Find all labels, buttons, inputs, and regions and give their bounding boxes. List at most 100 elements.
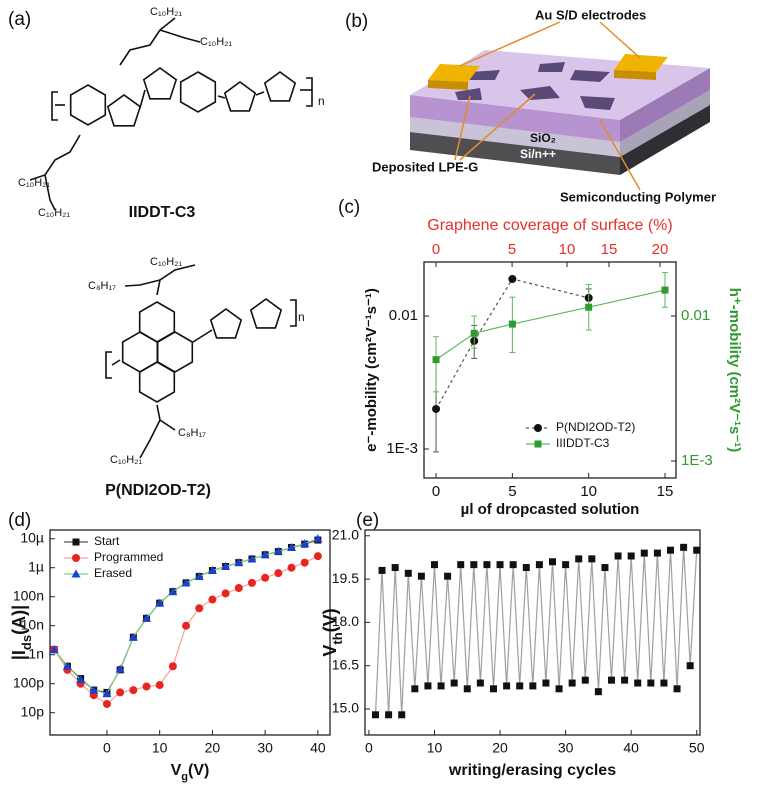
marker [470,561,478,569]
bond [217,95,226,99]
marker [142,682,151,691]
side-chain [124,279,161,287]
marker [660,679,668,687]
x-tick-label: 10 [152,740,168,756]
side-chain [139,419,161,459]
legend-label: IIIDDT-C3 [556,436,610,450]
marker [371,711,379,719]
marker [686,662,694,670]
marker [287,563,296,572]
repeat-unit: n [318,94,325,108]
callout [459,93,536,161]
axis-label-part: (A)| [9,605,29,635]
marker [102,699,111,708]
marker [411,685,419,693]
x-tick-label: 0 [365,740,373,756]
marker [516,682,524,690]
polymer-side [620,68,710,142]
axis-label: µl of dropcasted solution [461,501,640,518]
marker [234,583,243,592]
bond [111,359,121,366]
marker [207,566,217,575]
thiophene-ring [249,298,283,329]
marker [542,679,550,687]
y-tick-label: 16.5 [332,656,359,672]
marker [562,561,570,569]
marker [640,549,648,557]
molecule-1 [29,17,313,211]
legend-label: Start [94,534,120,548]
flake [570,70,610,82]
substrate-layer [410,132,620,175]
error-bar [433,336,440,393]
lactam-ring [106,94,142,127]
bracket [306,77,313,107]
marker [221,589,230,598]
marker [424,682,432,690]
marker [581,676,589,684]
marker [450,679,458,687]
marker [588,555,596,563]
marker [234,558,244,567]
marker [601,564,609,572]
marker [503,682,511,690]
molecule-name: IIDDT-C3 [129,204,196,221]
marker [437,682,445,690]
marker [634,679,642,687]
y-tick-label: 21.0 [332,526,359,542]
marker [555,685,563,693]
panel-label: (a) [8,9,31,30]
marker [378,566,386,574]
callout [599,21,641,59]
marker [594,688,602,696]
plot-frame [364,529,701,736]
bracket [51,91,58,121]
y-tick-label: 10n [21,616,44,632]
bracket [290,299,297,327]
panel-label: (e) [356,510,379,531]
x-tick-label: 40 [623,740,639,756]
aromatic-ring [121,331,159,373]
marker [247,578,256,587]
substituent: C₁₀H₂₁ [38,207,70,219]
y-tick-label: 1µ [28,558,44,574]
axis-label: Vg(V) [171,762,210,783]
series-line [374,547,698,715]
marker [693,546,701,554]
panel-label: (c) [338,197,360,218]
marker [404,569,412,577]
marker [261,573,270,582]
x2-tick-label: 20 [652,241,669,258]
electrode [614,70,656,80]
marker [168,662,177,671]
x-tick-label: 10 [427,740,443,756]
marker [430,561,438,569]
legend-label: Programmed [94,550,163,564]
marker [300,539,310,548]
thiophene-ring [209,308,243,339]
x2-tick-label: 15 [601,241,618,258]
schematic-label: Deposited LPE-G [372,159,478,174]
substituent: C₈H₁₇ [178,427,206,439]
x-tick-label: 5 [508,483,516,500]
marker [661,286,669,294]
marker [627,552,635,560]
x-tick-label: 50 [689,740,705,756]
marker [463,685,471,693]
bracket [105,351,112,379]
marker [76,674,86,683]
y2-axis-label: h⁺-mobility (cm²V⁻¹s⁻¹) [726,288,743,453]
substituent: C₁₀H₂₁ [200,36,232,48]
substituent: C₁₀H₂₁ [150,256,182,268]
marker [653,549,661,557]
marker [221,562,231,571]
y2-tick-label: 0.01 [681,307,710,324]
electrode [428,64,480,82]
marker [49,645,59,654]
panel-label: (b) [345,11,368,32]
callout [454,95,471,161]
y-tick-label: 0.01 [389,307,418,324]
marker [508,320,516,328]
y-tick-label: 18.0 [332,613,359,629]
marker [155,598,165,607]
